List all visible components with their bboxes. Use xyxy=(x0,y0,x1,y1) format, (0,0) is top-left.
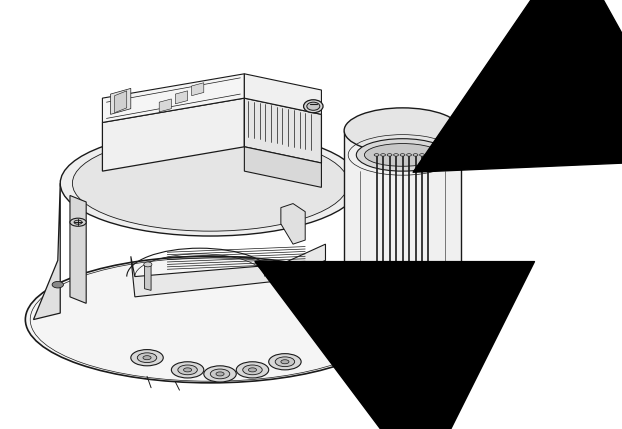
Ellipse shape xyxy=(144,262,152,267)
Ellipse shape xyxy=(137,353,157,363)
Polygon shape xyxy=(244,98,322,163)
Ellipse shape xyxy=(356,139,449,171)
Ellipse shape xyxy=(243,365,262,375)
Ellipse shape xyxy=(248,368,256,372)
Polygon shape xyxy=(455,130,461,341)
Polygon shape xyxy=(131,244,325,297)
Polygon shape xyxy=(175,91,188,104)
Ellipse shape xyxy=(426,154,431,156)
Ellipse shape xyxy=(143,356,151,360)
Ellipse shape xyxy=(52,281,63,288)
Polygon shape xyxy=(359,183,383,320)
Ellipse shape xyxy=(275,357,295,367)
Ellipse shape xyxy=(364,144,440,166)
Ellipse shape xyxy=(60,130,360,236)
Ellipse shape xyxy=(281,360,289,364)
Ellipse shape xyxy=(183,368,192,372)
Polygon shape xyxy=(103,74,244,122)
Ellipse shape xyxy=(172,362,204,378)
Ellipse shape xyxy=(387,154,392,156)
Polygon shape xyxy=(103,98,244,171)
Ellipse shape xyxy=(26,256,395,383)
Ellipse shape xyxy=(407,154,412,156)
Polygon shape xyxy=(344,130,461,341)
Ellipse shape xyxy=(204,366,236,382)
Ellipse shape xyxy=(210,369,230,379)
Ellipse shape xyxy=(304,100,323,113)
Ellipse shape xyxy=(72,136,348,231)
Ellipse shape xyxy=(131,350,163,366)
Ellipse shape xyxy=(344,347,461,384)
Polygon shape xyxy=(244,147,322,187)
Ellipse shape xyxy=(269,353,301,370)
Ellipse shape xyxy=(307,102,320,110)
Polygon shape xyxy=(192,83,204,96)
Polygon shape xyxy=(70,196,86,303)
Polygon shape xyxy=(281,204,305,244)
Ellipse shape xyxy=(394,154,399,156)
Polygon shape xyxy=(159,99,172,112)
Ellipse shape xyxy=(70,218,86,226)
Polygon shape xyxy=(144,264,151,290)
Ellipse shape xyxy=(178,365,197,375)
Polygon shape xyxy=(114,91,127,113)
Ellipse shape xyxy=(74,220,82,224)
Ellipse shape xyxy=(374,154,379,156)
Ellipse shape xyxy=(344,108,461,153)
Ellipse shape xyxy=(344,319,461,364)
Polygon shape xyxy=(244,74,322,115)
Polygon shape xyxy=(34,183,60,320)
Polygon shape xyxy=(451,333,467,366)
Ellipse shape xyxy=(400,154,405,156)
Ellipse shape xyxy=(413,154,418,156)
Ellipse shape xyxy=(381,154,386,156)
Polygon shape xyxy=(111,88,131,115)
Ellipse shape xyxy=(236,362,269,378)
Ellipse shape xyxy=(420,154,424,156)
Ellipse shape xyxy=(216,372,224,376)
Polygon shape xyxy=(344,130,351,341)
Polygon shape xyxy=(338,333,354,366)
